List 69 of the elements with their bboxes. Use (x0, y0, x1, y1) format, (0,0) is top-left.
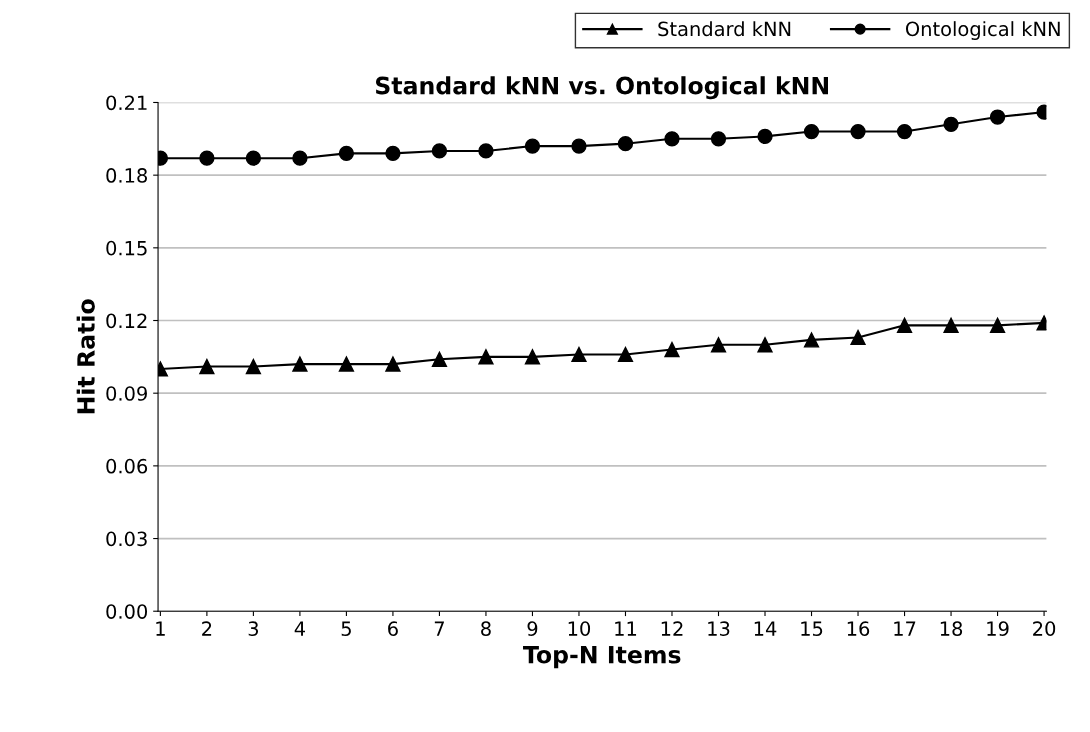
x-tick-label: 15 (801, 621, 823, 636)
x-tick-label: 14 (754, 621, 777, 636)
legend-label: Ontological kNN (905, 21, 1060, 40)
point (989, 317, 1006, 333)
point (664, 131, 680, 147)
point (292, 150, 308, 166)
x-tick-label: 4 (294, 621, 305, 636)
point (943, 116, 959, 132)
x-tick-label: 13 (708, 621, 730, 636)
point (757, 337, 773, 353)
point (245, 358, 262, 375)
y-tick-label: 0.18 (106, 168, 147, 183)
point (943, 317, 959, 333)
point (989, 109, 1006, 125)
point (478, 349, 494, 365)
point (431, 143, 448, 159)
point (710, 337, 727, 353)
x-tick-label: 16 (847, 621, 870, 636)
y-tick-label: 0.15 (106, 240, 147, 256)
point (245, 150, 262, 166)
y-tick-label: 0.09 (106, 386, 147, 401)
x-tick-label: 11 (615, 621, 637, 636)
point (617, 136, 634, 152)
point (664, 341, 680, 358)
point (571, 346, 587, 363)
point (617, 346, 634, 363)
y-tick-label: 0.21 (106, 95, 147, 111)
x-tick-label: 6 (388, 621, 398, 636)
point (896, 317, 913, 333)
x-tick-label: 9 (527, 621, 538, 636)
point (571, 138, 587, 154)
x-tick-label: 17 (894, 621, 916, 636)
chart-title: Standard kNN vs. Ontological kNN (375, 76, 828, 100)
y-tick-label: 0.03 (106, 531, 147, 547)
point (478, 143, 494, 159)
y-tick-label: 0.00 (106, 604, 148, 619)
point (524, 349, 541, 365)
point (338, 356, 355, 372)
x-axis-title: Top-N Items (523, 646, 681, 669)
x-tick-label: 20 (1033, 621, 1056, 636)
x-tick-label: 8 (481, 621, 491, 636)
x-tick-label: 19 (987, 621, 1009, 636)
legend-label: Standard kNN (658, 21, 791, 37)
point (803, 123, 820, 140)
point (850, 329, 866, 346)
point (199, 358, 215, 375)
point (710, 131, 727, 147)
x-tick-label: 10 (568, 621, 591, 636)
y-axis-title: Hit Ratio (76, 299, 95, 414)
x-tick-label: 7 (434, 621, 444, 636)
x-tick-label: 1 (156, 621, 165, 636)
point (850, 123, 866, 140)
x-tick-label: 18 (940, 621, 963, 636)
point (431, 351, 448, 367)
point (385, 356, 401, 372)
point (292, 356, 308, 372)
point (524, 138, 541, 154)
x-tick-label: 12 (661, 621, 683, 636)
x-tick-label: 2 (202, 621, 212, 636)
x-tick-label: 3 (248, 621, 259, 636)
x-tick-label: 5 (341, 621, 351, 636)
y-tick-label: 0.06 (106, 458, 148, 474)
point (338, 145, 355, 161)
y-tick-label: 0.12 (106, 313, 147, 329)
point (199, 150, 215, 166)
point (896, 123, 913, 140)
point (803, 332, 820, 348)
point (757, 128, 773, 145)
point (385, 145, 401, 161)
